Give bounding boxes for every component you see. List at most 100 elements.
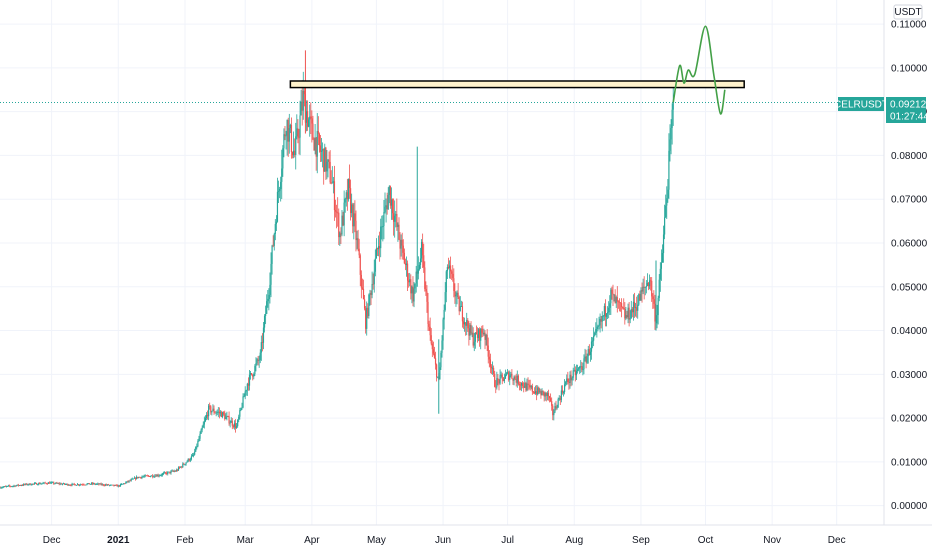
candle-body — [536, 391, 538, 395]
candle-body — [10, 486, 12, 487]
candle-body — [145, 475, 147, 477]
candle-body — [369, 293, 371, 295]
candle-body — [645, 286, 647, 288]
candle-body — [159, 475, 161, 477]
candle-body — [1, 487, 3, 489]
candle-body — [376, 248, 379, 250]
candle-body — [404, 263, 407, 265]
last-price-badge: 0.09212 01:27:44 — [886, 97, 929, 123]
candle-body — [126, 481, 128, 483]
candle-body — [408, 280, 410, 283]
candle-body — [600, 318, 602, 322]
candle-body — [140, 477, 142, 478]
candle-body — [442, 319, 444, 341]
candle-body — [227, 416, 229, 417]
candle-body — [57, 483, 59, 485]
candle-body — [290, 124, 293, 153]
y-tick-label: 0.03000 — [891, 370, 928, 381]
candle-body — [330, 182, 332, 184]
candle-body — [363, 299, 366, 309]
candle-body — [508, 372, 510, 380]
candle-body — [572, 370, 574, 378]
candle-body — [515, 379, 517, 383]
candle-body — [80, 484, 82, 486]
candle-body — [133, 477, 136, 479]
candle-body — [569, 374, 571, 383]
x-tick-label: Oct — [698, 535, 714, 546]
candle-body — [288, 128, 290, 142]
candle-body — [91, 483, 94, 484]
resistance-zone[interactable] — [289, 80, 745, 89]
candle-body — [83, 484, 85, 486]
candle-body — [222, 412, 224, 418]
candle-body — [538, 387, 540, 393]
candle-body — [186, 461, 188, 463]
y-axis[interactable]: 0.110000.100000.090000.080000.070000.060… — [883, 0, 928, 525]
candle-body — [368, 294, 370, 316]
candle-body — [146, 475, 148, 477]
candle-body — [168, 471, 170, 473]
candle-body — [526, 383, 528, 391]
candle-body — [603, 306, 605, 316]
candle-body — [141, 476, 143, 478]
candle-body — [486, 334, 488, 346]
candle-body — [532, 391, 535, 393]
candle-body — [398, 224, 400, 240]
candle-body — [608, 307, 610, 313]
candle-body — [238, 416, 240, 420]
candle-body — [52, 482, 54, 484]
candle-body — [184, 464, 186, 465]
candle-body — [2, 486, 4, 488]
candle-body — [209, 405, 211, 407]
candle-body — [160, 475, 162, 476]
candle-body — [43, 482, 45, 484]
candle-body — [353, 213, 355, 227]
candle-body — [541, 390, 543, 396]
candle-body — [27, 484, 29, 486]
candle-body — [17, 484, 19, 486]
candle-body — [134, 477, 137, 480]
currency-label[interactable]: USDT — [893, 4, 923, 20]
candle-body — [230, 420, 232, 423]
candle-body — [231, 420, 233, 426]
candle-body — [439, 367, 441, 380]
candle-body — [367, 307, 369, 316]
candle-body — [348, 179, 351, 189]
candle-body — [459, 306, 461, 312]
candle-body — [274, 224, 276, 234]
candle-body — [302, 90, 304, 111]
candle-body — [11, 486, 13, 488]
candle-body — [87, 483, 89, 484]
projection-path[interactable] — [672, 25, 726, 115]
candle-body — [88, 483, 90, 485]
candle-body — [342, 215, 344, 226]
x-axis[interactable]: Dec 2021 Feb Mar Apr May Jun Jul Aug Sep Oct Nov Dec — [0, 524, 932, 546]
candle-body — [144, 475, 146, 477]
y-tick-label: 0.00000 — [891, 501, 928, 512]
candle-body — [594, 332, 596, 336]
x-tick-label: Apr — [304, 535, 320, 546]
candle-body — [254, 366, 256, 375]
candle-body — [453, 278, 455, 292]
candle-body — [555, 406, 557, 409]
candle-body — [463, 322, 466, 325]
candle-body — [151, 475, 153, 477]
candle-body — [195, 446, 197, 452]
candle-body — [500, 374, 502, 376]
candle-body — [114, 485, 116, 486]
candle-body — [461, 306, 464, 322]
candle-body — [391, 199, 394, 214]
candle-body — [636, 307, 638, 311]
candle-body — [370, 293, 372, 295]
candle-body — [197, 441, 199, 447]
candle-body — [476, 334, 479, 338]
candle-body — [131, 478, 133, 480]
candle-body — [105, 484, 108, 486]
candle-body — [581, 366, 583, 370]
candle-body — [269, 284, 271, 295]
candle-body — [306, 111, 309, 127]
candle-body — [128, 480, 130, 482]
candle-body — [585, 356, 587, 363]
candle-body — [78, 484, 81, 486]
